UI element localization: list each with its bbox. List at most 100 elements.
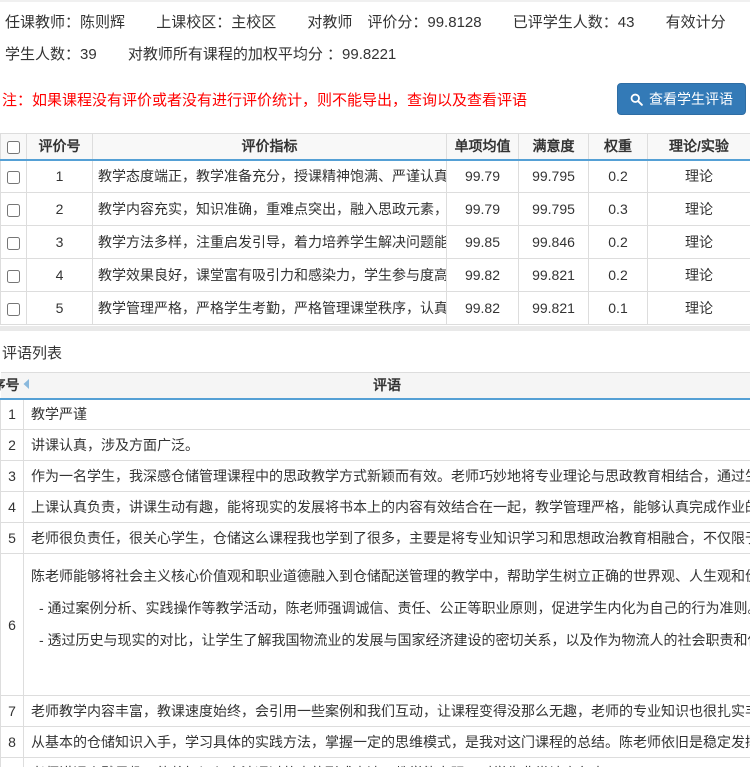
eval-indicator: 教学态度端正，教学准备充分，授课精神饱满、严谨认真。 bbox=[92, 159, 447, 193]
item-mean: 99.82 bbox=[446, 291, 519, 325]
comment-index: 4 bbox=[0, 491, 24, 523]
col-eval-indicator: 评价指标 bbox=[92, 133, 447, 161]
comment-text: 老师很负责任，很关心学生，仓储这么课程我也学到了很多，主要是将专业知识学习和思想… bbox=[23, 522, 750, 554]
comment-line: - 透过历史与现实的对比，让学生了解我国物流业的发展与国家经济建设的密切关系，以… bbox=[39, 632, 750, 648]
view-student-comments-button[interactable]: 查看学生评语 bbox=[617, 83, 746, 115]
list-item: 9 老师讲课幽默风趣，能将知识与方法通过故事的形式表达，教学能力强，对学生非常认… bbox=[0, 757, 750, 767]
comment-line: - 通过案例分析、实践操作等教学活动，陈老师强调诚信、责任、公正等职业原则，促进… bbox=[39, 600, 750, 616]
comment-index: 9 bbox=[0, 757, 24, 767]
teacher-name: 任课教师：陈则辉 bbox=[5, 14, 126, 31]
comment-line: 陈老师能够将社会主义核心价值观和职业道德融入到仓储配送管理的教学中，帮助学生树立… bbox=[31, 568, 750, 584]
list-item: 5 老师很负责任，很关心学生，仓储这么课程我也学到了很多，主要是将专业知识学习和… bbox=[0, 522, 750, 554]
row-checkbox[interactable] bbox=[7, 236, 20, 250]
row-select-cell bbox=[0, 291, 27, 325]
item-mean: 99.85 bbox=[446, 225, 519, 259]
export-warning-note: 注：如果课程没有评价或者没有进行评价统计，则不能导出，查询以及查看评语 bbox=[2, 91, 528, 109]
row-checkbox[interactable] bbox=[7, 171, 20, 185]
comment-text: 老师教学内容丰富，教课速度始终，会引用一些案例和我们互动，让课程变得没那么无趣，… bbox=[23, 695, 750, 727]
row-checkbox[interactable] bbox=[7, 203, 20, 217]
comment-index: 8 bbox=[0, 726, 24, 758]
comment-index: 2 bbox=[0, 429, 24, 461]
horizontal-scrollbar-track[interactable] bbox=[0, 326, 750, 331]
table-row: 5 教学管理严格，严格学生考勤，严格管理课堂秩序，认真完成 99.82 99.8… bbox=[0, 291, 750, 325]
eval-indicator: 教学效果良好，课堂富有吸引力和感染力，学生参与度高，师 bbox=[92, 258, 447, 292]
comment-index: 7 bbox=[0, 695, 24, 727]
teacher-summary: 任课教师：陈则辉 上课校区：主校区 对教师 评价分：99.8128 已评学生人数… bbox=[0, 2, 750, 71]
list-item: 4 上课认真负责，讲课生动有趣，能将现实的发展将书本上的内容有效结合在一起，教学… bbox=[0, 491, 750, 523]
theory-experiment: 理论 bbox=[647, 258, 750, 292]
col-comment-text: 评语 bbox=[23, 372, 750, 400]
table-row: 3 教学方法多样，注重启发引导，着力培养学生解决问题能力， 99.85 99.8… bbox=[0, 225, 750, 259]
list-item: 6 陈老师能够将社会主义核心价值观和职业道德融入到仓储配送管理的教学中，帮助学生… bbox=[0, 553, 750, 696]
view-student-comments-label: 查看学生评语 bbox=[649, 91, 733, 107]
summary-line-1: 任课教师：陈则辉 上课校区：主校区 对教师 评价分：99.8128 已评学生人数… bbox=[5, 7, 745, 39]
col-item-mean: 单项均值 bbox=[446, 133, 519, 161]
list-item: 7 老师教学内容丰富，教课速度始终，会引用一些案例和我们互动，让课程变得没那么无… bbox=[0, 695, 750, 727]
weight: 0.2 bbox=[588, 225, 648, 259]
weight: 0.3 bbox=[588, 192, 648, 226]
col-eval-number: 评价号 bbox=[26, 133, 93, 161]
summary-line-2: 学生人数：39 对教师所有课程的加权平均分 ：99.8221 bbox=[5, 39, 745, 71]
row-select-cell bbox=[0, 258, 27, 292]
list-item: 1 教学严谨 bbox=[0, 398, 750, 430]
item-mean: 99.79 bbox=[446, 159, 519, 193]
item-mean: 99.82 bbox=[446, 258, 519, 292]
theory-experiment: 理论 bbox=[647, 291, 750, 325]
comments-table-header-row: 序号 评语 bbox=[0, 372, 750, 400]
row-checkbox[interactable] bbox=[7, 269, 20, 283]
col-satisfaction: 满意度 bbox=[518, 133, 589, 161]
comments-table: 序号 评语 1 教学严谨 2 讲课认真，涉及方面广泛。 3 作为一名学生，我深感… bbox=[0, 372, 750, 767]
weight: 0.1 bbox=[588, 291, 648, 325]
comment-text: 作为一名学生，我深感仓储管理课程中的思政教学方式新颖而有效。老师巧妙地将专业理论… bbox=[23, 460, 750, 492]
weighted-average-score: 对教师所有课程的加权平均分 ：99.8221 bbox=[127, 46, 397, 63]
select-all-checkbox[interactable] bbox=[7, 141, 20, 155]
list-item: 2 讲课认真，涉及方面广泛。 bbox=[0, 429, 750, 461]
item-mean: 99.79 bbox=[446, 192, 519, 226]
valid-count-label-part1: 有效计分 bbox=[665, 14, 726, 31]
sort-caret-icon bbox=[23, 377, 30, 393]
eval-number: 5 bbox=[26, 291, 93, 325]
search-icon bbox=[630, 93, 643, 106]
comment-index: 3 bbox=[0, 460, 24, 492]
col-theory-experiment: 理论/实验 bbox=[647, 133, 750, 161]
comment-text: 陈老师能够将社会主义核心价值观和职业道德融入到仓储配送管理的教学中，帮助学生树立… bbox=[23, 553, 750, 696]
evaluation-table: 评价号 评价指标 单项均值 满意度 权重 理论/实验 1 教学态度端正，教学准备… bbox=[0, 133, 750, 325]
row-select-cell bbox=[0, 159, 27, 193]
row-select-cell bbox=[0, 225, 27, 259]
select-all-cell bbox=[0, 133, 27, 161]
weight: 0.2 bbox=[588, 258, 648, 292]
theory-experiment: 理论 bbox=[647, 159, 750, 193]
comment-index: 6 bbox=[0, 553, 24, 696]
theory-experiment: 理论 bbox=[647, 225, 750, 259]
satisfaction: 99.795 bbox=[518, 159, 589, 193]
satisfaction: 99.821 bbox=[518, 258, 589, 292]
note-toolbar-row: 注：如果课程没有评价或者没有进行评价统计，则不能导出，查询以及查看评语 查看学生… bbox=[0, 83, 750, 115]
satisfaction: 99.846 bbox=[518, 225, 589, 259]
eval-number: 3 bbox=[26, 225, 93, 259]
list-item: 8 从基本的仓储知识入手，学习具体的实践方法，掌握一定的思维模式，是我对这门课程… bbox=[0, 726, 750, 758]
list-item: 3 作为一名学生，我深感仓储管理课程中的思政教学方式新颖而有效。老师巧妙地将专业… bbox=[0, 460, 750, 492]
comment-text: 教学严谨 bbox=[23, 398, 750, 430]
comment-index: 5 bbox=[0, 522, 24, 554]
table-row: 4 教学效果良好，课堂富有吸引力和感染力，学生参与度高，师 99.82 99.8… bbox=[0, 258, 750, 292]
comment-text: 老师讲课幽默风趣，能将知识与方法通过故事的形式表达，教学能力强，对学生非常认真负… bbox=[23, 757, 750, 767]
satisfaction: 99.795 bbox=[518, 192, 589, 226]
campus: 上课校区：主校区 bbox=[156, 14, 277, 31]
eval-number: 4 bbox=[26, 258, 93, 292]
row-select-cell bbox=[0, 192, 27, 226]
row-checkbox[interactable] bbox=[7, 302, 20, 316]
evaluation-table-header-row: 评价号 评价指标 单项均值 满意度 权重 理论/实验 bbox=[0, 133, 750, 161]
weight: 0.2 bbox=[588, 159, 648, 193]
theory-experiment: 理论 bbox=[647, 192, 750, 226]
comment-index: 1 bbox=[0, 398, 24, 430]
eval-indicator: 教学内容充实，知识准确，重难点突出，融入思政元素，注重 bbox=[92, 192, 447, 226]
col-comment-index[interactable]: 序号 bbox=[0, 372, 29, 400]
satisfaction: 99.821 bbox=[518, 291, 589, 325]
comment-text: 讲课认真，涉及方面广泛。 bbox=[23, 429, 750, 461]
rated-student-count: 已评学生人数：43 bbox=[512, 14, 635, 31]
teacher-score: 对教师 评价分：99.8128 bbox=[307, 14, 482, 31]
comment-text: 从基本的仓储知识入手，学习具体的实践方法，掌握一定的思维模式，是我对这门课程的总… bbox=[23, 726, 750, 758]
table-row: 2 教学内容充实，知识准确，重难点突出，融入思政元素，注重 99.79 99.7… bbox=[0, 192, 750, 226]
comments-list-title: 评语列表 bbox=[2, 345, 63, 362]
table-row: 1 教学态度端正，教学准备充分，授课精神饱满、严谨认真。 99.79 99.79… bbox=[0, 159, 750, 193]
